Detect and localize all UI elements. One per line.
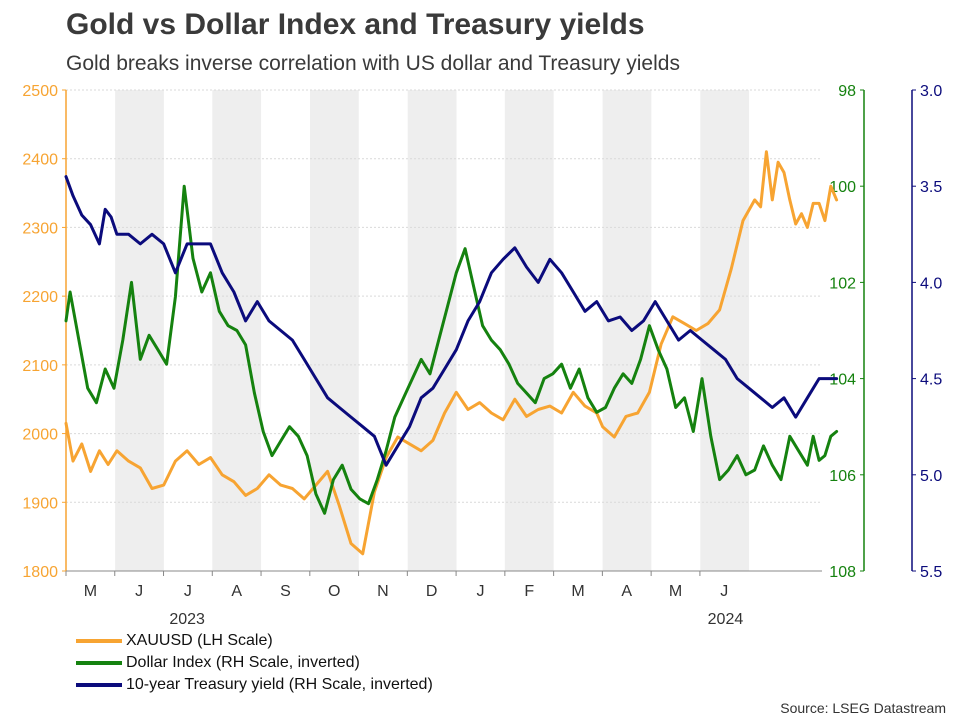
left-tick-label-3: 2100 (22, 358, 58, 375)
left-tick-label-1: 1900 (22, 495, 58, 512)
month-label-3: A (231, 583, 242, 600)
month-label-6: N (377, 583, 389, 600)
month-label-0: M (84, 583, 97, 600)
legend-swatch-yield (76, 683, 122, 687)
right2-tick-label-4: 5.0 (920, 468, 942, 485)
right1-tick-label-3: 104 (829, 372, 856, 389)
shaded-band-4 (504, 90, 554, 571)
right1-tick-label-5: 108 (829, 564, 856, 581)
left-tick-label-0: 1800 (22, 564, 58, 581)
legend: XAUUSD (LH Scale) Dollar Index (RH Scale… (76, 630, 433, 696)
month-label-10: M (571, 583, 584, 600)
right1-tick-label-2: 102 (829, 275, 856, 292)
month-label-1: J (135, 583, 143, 600)
right2-tick-label-0: 3.0 (920, 83, 942, 100)
legend-item-dxy: Dollar Index (RH Scale, inverted) (76, 652, 433, 674)
left-tick-label-4: 2200 (22, 289, 58, 306)
source-note: Source: LSEG Datastream (780, 700, 946, 716)
legend-label-yield: 10-year Treasury yield (RH Scale, invert… (126, 676, 433, 693)
right1-tick-label-4: 106 (829, 468, 856, 485)
left-tick-label-6: 2400 (22, 152, 58, 169)
series-line-2 (64, 175, 839, 467)
month-label-13: J (720, 583, 728, 600)
left-tick-label-2: 2000 (22, 427, 58, 444)
legend-label-gold: XAUUSD (LH Scale) (126, 632, 273, 649)
right2-tick-label-1: 3.5 (920, 179, 942, 196)
legend-swatch-dxy (76, 661, 122, 665)
series-line-1 (64, 184, 839, 515)
month-label-2: J (184, 583, 192, 600)
month-label-4: S (280, 583, 291, 600)
month-label-8: J (476, 583, 484, 600)
chart-title: Gold vs Dollar Index and Treasury yields (66, 8, 645, 41)
shaded-band-3 (407, 90, 457, 571)
legend-swatch-gold (76, 639, 122, 643)
series-line-0 (64, 150, 839, 556)
left-tick-label-7: 2500 (22, 83, 58, 100)
shaded-band-6 (700, 90, 750, 571)
legend-item-yield: 10-year Treasury yield (RH Scale, invert… (76, 674, 433, 696)
legend-label-dxy: Dollar Index (RH Scale, inverted) (126, 654, 360, 671)
legend-item-gold: XAUUSD (LH Scale) (76, 630, 433, 652)
chart-subtitle: Gold breaks inverse correlation with US … (66, 52, 680, 75)
right1-tick-label-0: 98 (838, 83, 856, 100)
right2-tick-label-5: 5.5 (920, 564, 942, 581)
left-tick-label-5: 2300 (22, 220, 58, 237)
shaded-band-0 (115, 90, 164, 571)
right2-tick-label-3: 4.5 (920, 372, 942, 389)
year-label-1: 2024 (708, 611, 744, 628)
month-label-9: F (524, 583, 534, 600)
month-label-11: A (621, 583, 632, 600)
month-label-5: O (328, 583, 340, 600)
shaded-band-5 (602, 90, 652, 571)
right2-tick-label-2: 4.0 (920, 275, 942, 292)
year-label-0: 2023 (169, 611, 205, 628)
month-label-12: M (669, 583, 682, 600)
right1-tick-label-1: 100 (829, 179, 856, 196)
month-label-7: D (426, 583, 438, 600)
